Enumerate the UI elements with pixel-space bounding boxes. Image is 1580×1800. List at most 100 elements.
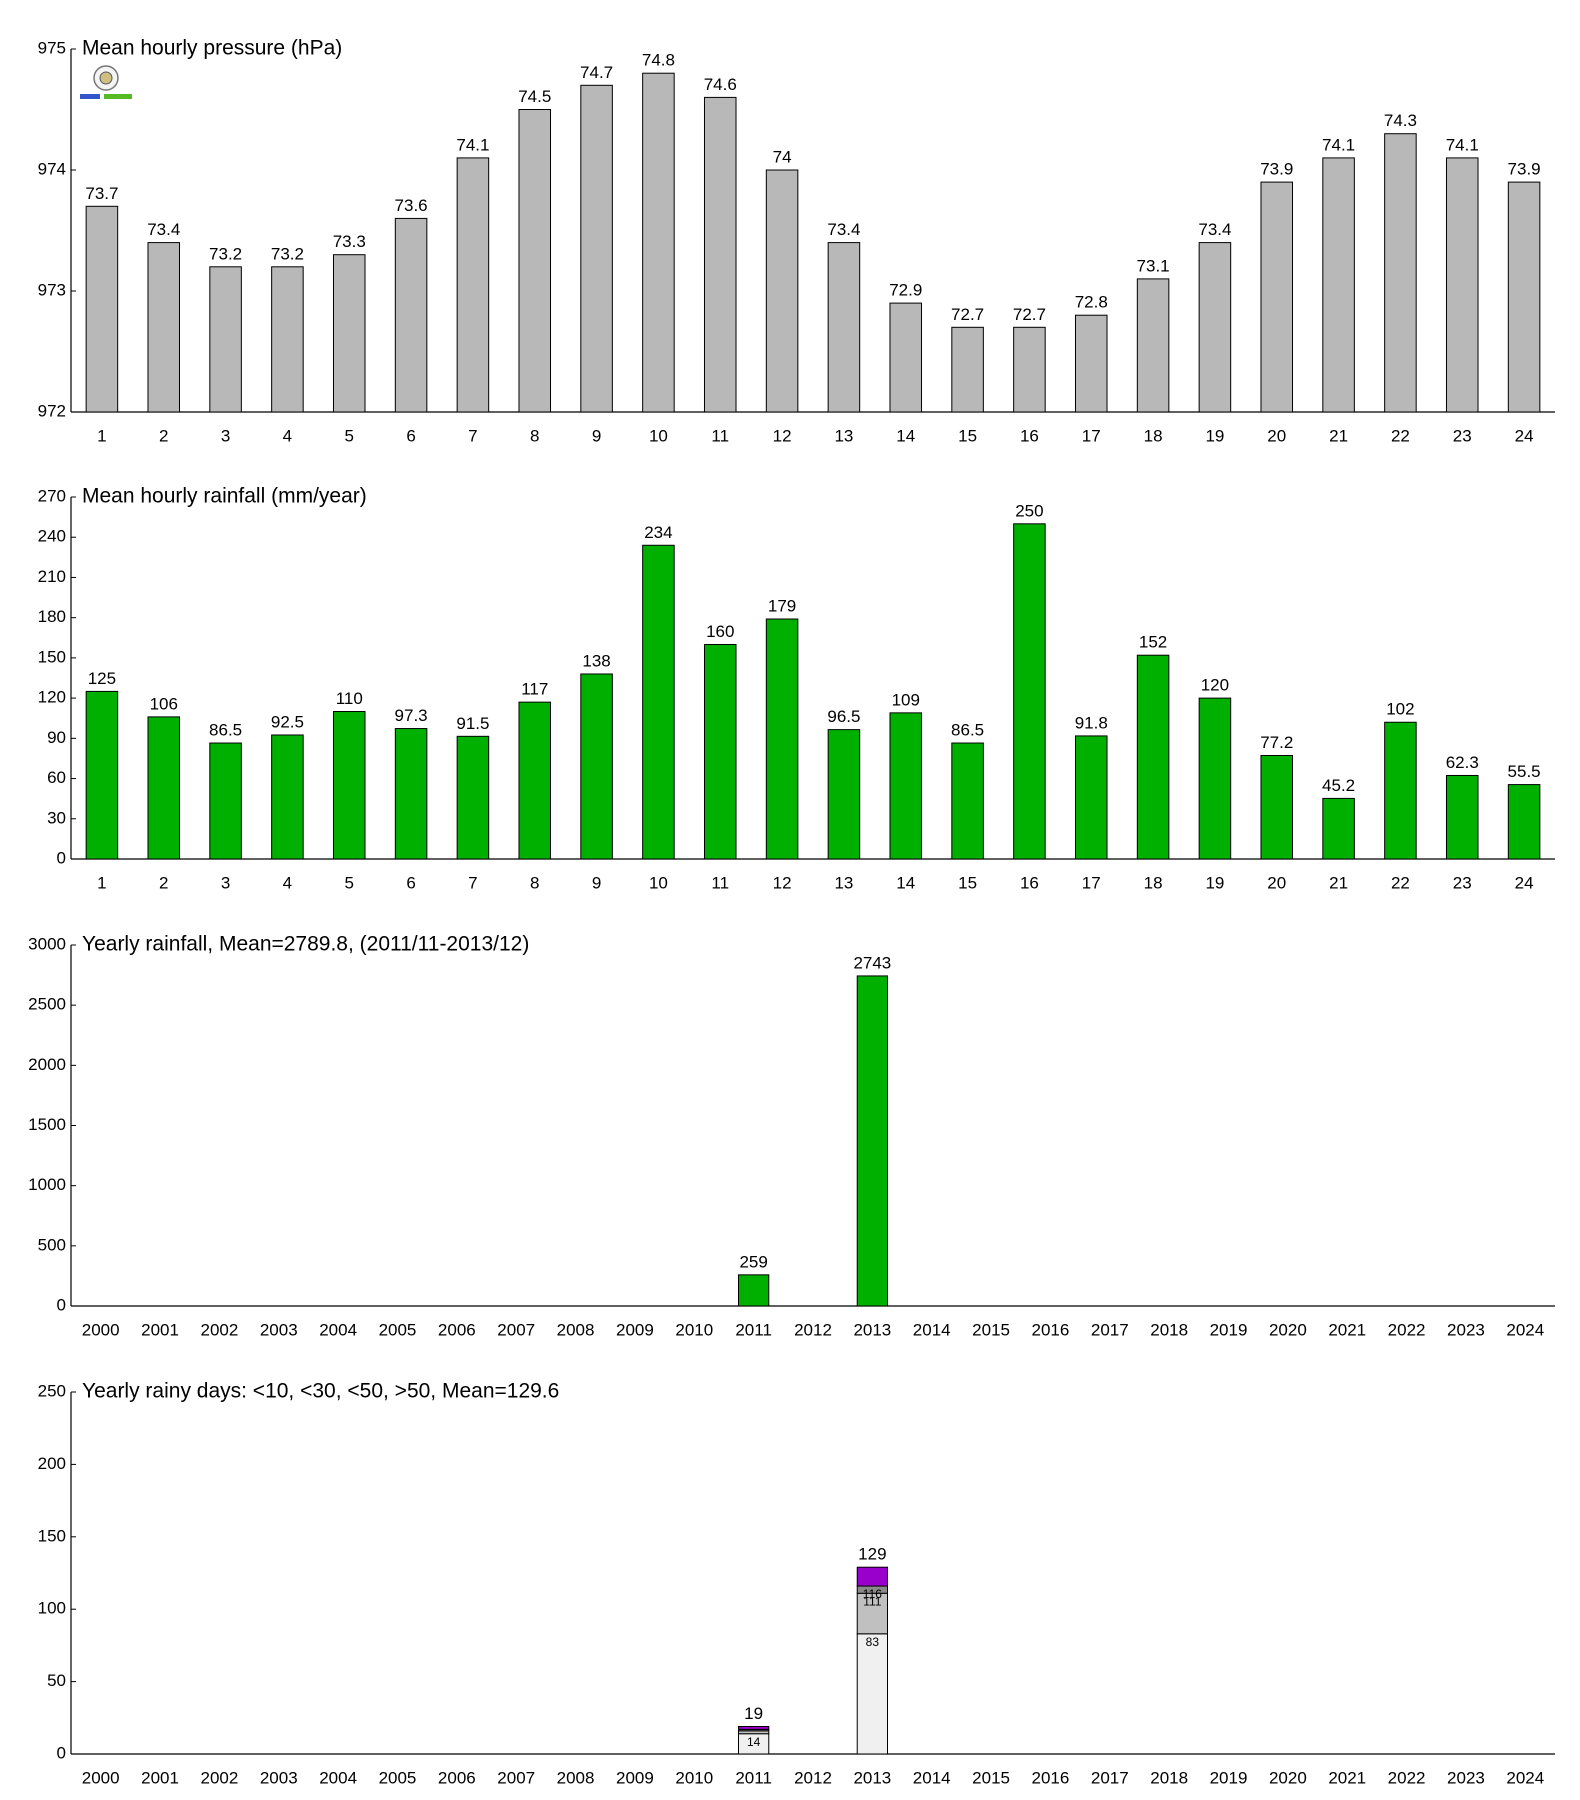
x-tick-label: 2 xyxy=(159,873,168,892)
bar xyxy=(1013,326,1046,413)
bar xyxy=(1445,157,1479,413)
x-tick-label: 2020 xyxy=(1269,1320,1307,1339)
y-tick-label: 240 xyxy=(38,527,66,546)
x-tick-label: 2017 xyxy=(1091,1320,1129,1339)
data-label: 77.2 xyxy=(1260,733,1293,752)
data-label: 97.3 xyxy=(395,706,428,725)
x-tick-label: 16 xyxy=(1020,873,1039,892)
x-tick-label: 2021 xyxy=(1328,1320,1366,1339)
x-tick-label: 2004 xyxy=(319,1320,357,1339)
x-tick-label: 2007 xyxy=(497,1320,535,1339)
x-tick-label: 9 xyxy=(592,873,601,892)
x-tick-label: 10 xyxy=(649,873,668,892)
x-tick-label: 2014 xyxy=(913,1768,951,1787)
x-tick-label: 2011 xyxy=(735,1768,772,1787)
bar xyxy=(738,1274,770,1307)
x-tick-label: 8 xyxy=(530,873,539,892)
y-tick-label: 2000 xyxy=(28,1055,66,1074)
x-tick-label: 2019 xyxy=(1210,1320,1248,1339)
x-tick-label: 22 xyxy=(1391,873,1410,892)
x-tick-label: 4 xyxy=(283,426,292,445)
data-label: 74.8 xyxy=(642,51,675,70)
data-label: 73.3 xyxy=(333,232,366,251)
chart-title: Mean hourly rainfall (mm/year) xyxy=(82,485,367,508)
data-label: 160 xyxy=(706,622,734,641)
data-label: 91.8 xyxy=(1075,713,1108,732)
x-tick-label: 5 xyxy=(345,426,354,445)
x-tick-label: 2013 xyxy=(853,1320,891,1339)
y-tick-label: 973 xyxy=(38,280,66,299)
y-tick-label: 975 xyxy=(38,38,66,57)
data-label: 74.5 xyxy=(518,87,551,106)
bar xyxy=(1384,133,1417,413)
segment-label: 116 xyxy=(863,1587,882,1601)
bar xyxy=(889,302,923,413)
bar xyxy=(889,712,923,860)
data-label: 72.8 xyxy=(1075,293,1108,312)
x-tick-label: 2017 xyxy=(1091,1768,1129,1787)
x-tick-label: 5 xyxy=(345,873,354,892)
x-tick-label: 2009 xyxy=(616,1768,654,1787)
x-tick-label: 24 xyxy=(1515,873,1534,892)
x-tick-label: 2015 xyxy=(972,1320,1010,1339)
x-tick-label: 10 xyxy=(649,426,668,445)
x-tick-label: 2023 xyxy=(1447,1320,1485,1339)
data-label: 179 xyxy=(768,596,796,615)
x-tick-label: 7 xyxy=(468,426,477,445)
bar xyxy=(580,673,613,860)
bar xyxy=(827,729,861,860)
x-tick-label: 20 xyxy=(1267,873,1286,892)
bar-segment xyxy=(856,1566,888,1587)
y-tick-label: 1500 xyxy=(28,1115,66,1134)
data-label: 152 xyxy=(1139,633,1167,652)
bar xyxy=(209,266,242,413)
x-tick-label: 4 xyxy=(283,873,292,892)
x-tick-label: 8 xyxy=(530,426,539,445)
data-label: 73.4 xyxy=(827,220,860,239)
bar xyxy=(147,716,181,860)
y-tick-label: 0 xyxy=(57,1295,66,1314)
x-tick-label: 2024 xyxy=(1506,1768,1544,1787)
y-tick-label: 2500 xyxy=(28,995,66,1014)
x-tick-label: 6 xyxy=(406,426,415,445)
bar xyxy=(642,72,675,413)
y-tick-label: 100 xyxy=(38,1599,66,1618)
y-tick-label: 150 xyxy=(38,647,66,666)
x-tick-label: 2013 xyxy=(853,1768,891,1787)
x-tick-label: 21 xyxy=(1329,426,1348,445)
x-tick-label: 2008 xyxy=(557,1320,595,1339)
x-tick-label: 2012 xyxy=(794,1768,832,1787)
data-label: 74.1 xyxy=(456,135,489,154)
x-tick-label: 16 xyxy=(1020,426,1039,445)
data-label: 72.9 xyxy=(889,281,922,300)
total-label: 19 xyxy=(744,1704,763,1723)
bar xyxy=(951,742,984,860)
x-tick-label: 2000 xyxy=(82,1768,120,1787)
bar xyxy=(456,157,490,413)
x-tick-label: 2005 xyxy=(379,1320,417,1339)
x-tick-label: 18 xyxy=(1144,426,1163,445)
x-tick-label: 6 xyxy=(406,873,415,892)
x-tick-label: 2021 xyxy=(1328,1768,1366,1787)
bar xyxy=(1260,181,1294,413)
x-tick-label: 13 xyxy=(834,873,853,892)
x-tick-label: 18 xyxy=(1144,873,1163,892)
x-tick-label: 2006 xyxy=(438,1768,476,1787)
data-label: 73.4 xyxy=(147,220,180,239)
x-tick-label: 3 xyxy=(221,426,230,445)
x-tick-label: 19 xyxy=(1205,873,1224,892)
bar xyxy=(518,109,552,413)
y-tick-label: 250 xyxy=(38,1381,66,1400)
x-tick-label: 2009 xyxy=(616,1320,654,1339)
x-tick-label: 11 xyxy=(711,873,729,892)
data-label: 109 xyxy=(892,690,920,709)
x-tick-label: 2004 xyxy=(319,1768,357,1787)
data-label: 96.5 xyxy=(827,707,860,726)
bar xyxy=(1074,314,1108,413)
x-tick-label: 14 xyxy=(896,873,915,892)
y-tick-label: 972 xyxy=(38,401,66,420)
segment-label: 14 xyxy=(747,1735,761,1749)
x-tick-label: 2015 xyxy=(972,1768,1010,1787)
